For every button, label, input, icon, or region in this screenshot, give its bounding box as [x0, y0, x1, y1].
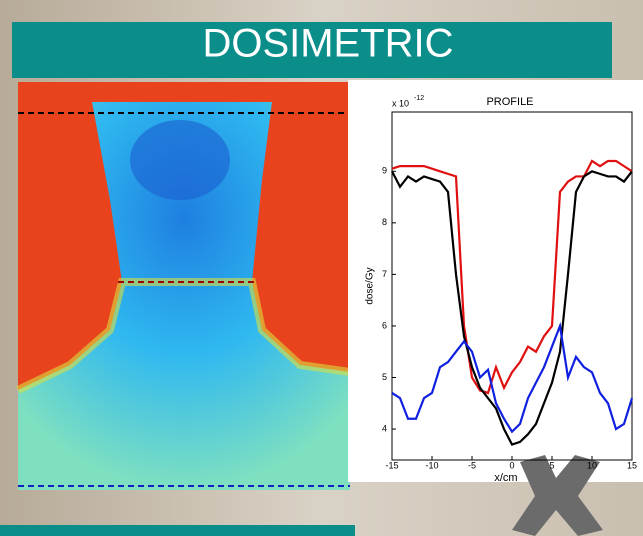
x-tick-label: -5	[468, 460, 476, 470]
chart-title: PROFILE	[486, 96, 533, 108]
y-multiplier: x 10	[392, 98, 409, 108]
y-tick-label: 9	[382, 166, 387, 176]
x-tick-label: 15	[627, 460, 637, 470]
bottom-bar	[0, 525, 355, 536]
x-tick-label: -10	[425, 460, 438, 470]
y-axis-label: dose/Gy	[365, 267, 376, 304]
y-tick-label: 7	[382, 269, 387, 279]
x-tick-label: 10	[587, 460, 597, 470]
dose-map-blob	[130, 120, 230, 200]
y-exponent: -12	[414, 95, 424, 102]
x-tick-label: -15	[385, 460, 398, 470]
x-tick-label: 0	[509, 460, 514, 470]
y-tick-label: 5	[382, 372, 387, 382]
slide-title: DOSIMETRIC	[202, 22, 453, 66]
y-tick-label: 6	[382, 320, 387, 330]
x-tick-label: 5	[549, 460, 554, 470]
x-axis-label: x/cm	[494, 472, 517, 484]
slide: DOSIMETRIC PROFILE x 10 -12 dose/Gy x/cm…	[0, 0, 643, 536]
y-tick-label: 4	[382, 423, 387, 433]
dose-map	[18, 82, 350, 490]
y-tick-label: 8	[382, 217, 387, 227]
